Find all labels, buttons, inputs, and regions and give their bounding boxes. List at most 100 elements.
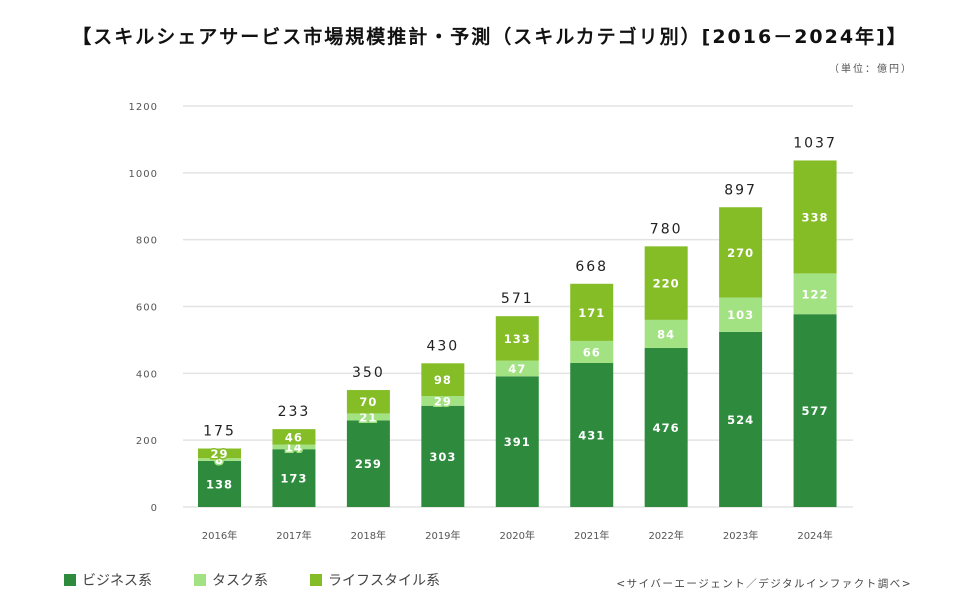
x-tick-label: 2024年 [797, 529, 832, 542]
bar-segment-task [719, 297, 763, 332]
segment-label: 84 [657, 327, 675, 341]
total-label: 175 [203, 424, 236, 440]
bar-segment-task [272, 444, 316, 450]
y-tick-label: 1200 [129, 102, 158, 113]
x-tick-label: 2018年 [351, 529, 386, 542]
legend-swatch-business [64, 574, 76, 586]
bar-segment-task [793, 273, 837, 315]
segment-label: 8 [215, 453, 224, 467]
segment-label: 476 [653, 421, 680, 435]
legend-label: ライフスタイル系 [328, 573, 440, 589]
legend-item-lifestyle: ライフスタイル系 [310, 570, 440, 590]
x-tick-label: 2016年 [202, 529, 237, 542]
segment-label: 66 [583, 345, 601, 359]
segment-label: 122 [802, 287, 829, 301]
segment-label: 103 [727, 308, 754, 322]
segment-label: 29 [434, 394, 452, 408]
segment-label: 133 [504, 332, 531, 346]
segment-label: 259 [355, 457, 382, 471]
bar-group: 391 47 133 571 [495, 291, 539, 507]
segment-label: 577 [802, 404, 829, 418]
bar-group: 577 122 338 1037 [793, 135, 837, 507]
segment-label: 47 [508, 362, 526, 376]
segment-label: 338 [802, 210, 829, 224]
segment-label: 138 [206, 477, 233, 491]
y-tick-label: 600 [136, 303, 158, 314]
total-label: 1037 [793, 135, 837, 151]
bar-segment-lifestyle [644, 246, 688, 320]
bar-segment-lifestyle [272, 429, 316, 445]
bar-segment-business [570, 362, 614, 507]
y-tick-label: 200 [136, 436, 158, 447]
bar-segment-task [570, 340, 614, 363]
x-axis-ticks: 2016年 2017年 2018年 2019年 2020年 2021年 2022年 2023年… [202, 529, 833, 542]
bar-segment-business [719, 331, 763, 507]
total-label: 897 [724, 182, 757, 198]
y-axis-ticks: 0 200 400 600 800 1000 1200 [129, 102, 158, 514]
x-tick-label: 2022年 [648, 529, 683, 542]
segment-label: 173 [280, 472, 307, 486]
y-tick-label: 0 [151, 503, 158, 514]
y-tick-label: 400 [136, 369, 158, 380]
bar-segment-lifestyle [570, 283, 614, 341]
legend-item-task: タスク系 [194, 570, 268, 590]
segment-label: 98 [434, 373, 452, 387]
total-label: 430 [426, 338, 459, 354]
legend-swatch-task [194, 574, 206, 586]
x-tick-label: 2023年 [723, 529, 758, 542]
bar-segment-lifestyle [421, 363, 465, 397]
segment-label: 303 [429, 450, 456, 464]
legend-item-business: ビジネス系 [64, 570, 152, 590]
segment-label: 171 [578, 306, 605, 320]
bar-group: 524 103 270 897 [719, 182, 763, 507]
segment-label: 46 [285, 430, 303, 444]
total-label: 350 [352, 365, 385, 381]
legend-swatch-lifestyle [310, 574, 322, 586]
total-label: 571 [501, 291, 534, 307]
source-note: <サイバーエージェント／デジタルインファクト調べ> [616, 578, 912, 590]
segment-label: 391 [504, 435, 531, 449]
legend: ビジネス系 タスク系 ライフスタイル系 [64, 570, 440, 590]
bars: 1388291751731446233259217035030329984303… [198, 135, 837, 507]
chart-title: 【スキルシェアサービス市場規模推計・予測（スキルカテゴリ別）[2016－2024… [72, 26, 908, 48]
bar-segment-business [198, 460, 241, 507]
x-tick-label: 2019年 [425, 529, 460, 542]
bar-segment-lifestyle [495, 316, 539, 361]
bar-segment-task [495, 360, 539, 377]
total-label: 233 [278, 404, 311, 420]
segment-label: 29 [210, 447, 228, 461]
bar-segment-lifestyle [346, 390, 390, 414]
segment-label: 70 [359, 395, 377, 409]
x-tick-label: 2020年 [500, 529, 535, 542]
bar-segment-task [198, 458, 241, 461]
bar-segment-business [421, 405, 465, 507]
bar-group: 431 66 171 668 [570, 259, 614, 507]
bar-segment-lifestyle [719, 207, 763, 298]
bar-segment-business [793, 314, 837, 507]
legend-label: ビジネス系 [82, 573, 152, 589]
bar-segment-business [495, 376, 539, 507]
segment-label: 270 [727, 246, 754, 260]
bar-segment-business [272, 449, 316, 507]
bar-segment-business [346, 420, 390, 507]
bar-segment-task [421, 396, 465, 406]
segment-label: 431 [578, 428, 605, 442]
segment-label: 220 [653, 277, 680, 291]
bar-segment-lifestyle [793, 160, 837, 274]
bar-segment-business [644, 347, 688, 507]
x-tick-label: 2017年 [276, 529, 311, 542]
bar-group: 303 29 98 430 [421, 338, 465, 507]
y-tick-label: 1000 [129, 169, 158, 180]
unit-label: （単位：億円） [829, 64, 913, 75]
x-tick-label: 2021年 [574, 529, 609, 542]
bar-segment-task [644, 319, 688, 348]
bar-segment-task [346, 413, 390, 421]
bar-segment-lifestyle [198, 448, 241, 459]
segment-label: 524 [727, 413, 754, 427]
total-label: 668 [575, 259, 608, 275]
bar-group: 476 84 220 780 [644, 221, 688, 507]
bar-group: 138 829 175 [198, 424, 241, 507]
